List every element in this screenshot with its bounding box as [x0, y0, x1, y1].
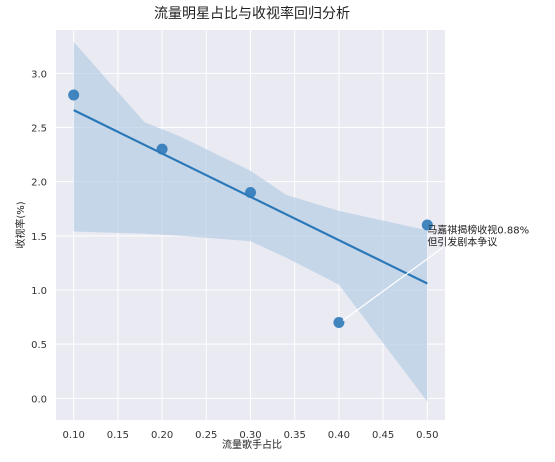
x-tick-label: 0.45	[372, 430, 394, 441]
x-axis-ticks: 0.10 0.15 0.20 0.25 0.30 0.35 0.40 0.45 0.50	[63, 430, 439, 441]
x-tick-label: 0.15	[107, 430, 129, 441]
y-tick-label: 3.0	[31, 69, 47, 80]
y-tick-label: 2.5	[31, 124, 47, 135]
y-tick-label: 1.0	[31, 286, 47, 297]
x-tick-label: 0.30	[239, 430, 261, 441]
annotation-text: 马嘉祺揭榜收视0.88% 但引发剧本争议	[427, 223, 532, 248]
data-point	[68, 89, 80, 101]
x-tick-label: 0.25	[195, 430, 217, 441]
data-points	[68, 89, 433, 328]
data-point	[156, 143, 168, 155]
x-tick-label: 0.20	[151, 430, 173, 441]
y-tick-label: 2.0	[31, 178, 47, 189]
annotation-line-1: 马嘉祺揭榜收视0.88%	[427, 223, 529, 236]
x-tick-label: 0.40	[328, 430, 350, 441]
x-tick-label: 0.50	[416, 430, 438, 441]
annotation-line-2: 但引发剧本争议	[427, 235, 497, 248]
y-axis-ticks: 0.0 0.5 1.0 1.5 2.0 2.5 3.0	[31, 69, 47, 405]
data-point	[333, 317, 345, 328]
y-tick-label: 0.5	[31, 340, 47, 351]
data-point	[421, 219, 433, 231]
y-tick-label: 0.0	[31, 394, 47, 405]
confidence-band	[73, 41, 428, 402]
y-tick-label: 1.5	[31, 232, 47, 243]
x-tick-label: 0.35	[284, 430, 306, 441]
y-axis-label: 收视率(%)	[14, 201, 27, 248]
x-tick-label: 0.10	[63, 430, 85, 441]
data-point	[245, 187, 256, 198]
x-axis-label: 流量歌手占比	[222, 438, 282, 451]
annotation-arrow	[342, 246, 444, 321]
chart-title: 流量明星占比与收视率回归分析	[154, 5, 350, 22]
